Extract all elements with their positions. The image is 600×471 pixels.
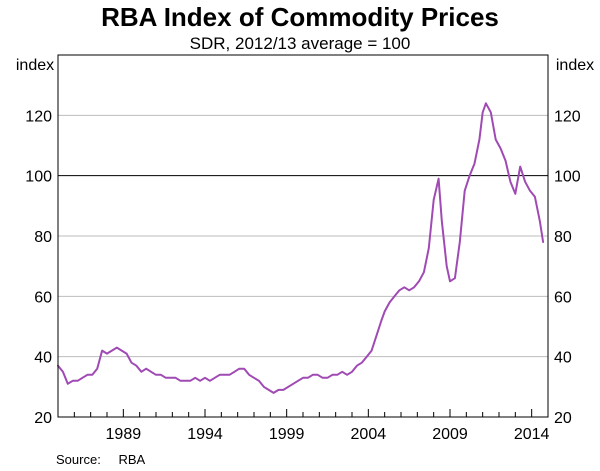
y-tick-label-right: 40: [554, 350, 572, 367]
y-tick-label-left: 80: [34, 229, 52, 246]
y-tick-label-left: 60: [34, 289, 52, 306]
grid-layer: [58, 114, 548, 358]
y-tick-label-left: 20: [34, 410, 52, 427]
tick-layer: 20 20 40 40 60 60 80 80 100 100 120 120 1989 1994 1999…: [25, 108, 581, 443]
series-layer: [57, 102, 545, 394]
y-tick-label-left: 40: [34, 350, 52, 367]
y-tick-label-right: 20: [554, 410, 572, 427]
x-tick-label: 2014: [514, 426, 550, 443]
y-tick-label-left: 100: [25, 169, 52, 186]
y-tick-label-right: 60: [554, 289, 572, 306]
y-tick-label-right: 100: [554, 169, 581, 186]
x-tick-label: 1999: [269, 426, 305, 443]
y-axis-label-right: index: [556, 57, 594, 74]
y-tick-label-right: 80: [554, 229, 572, 246]
chart-subtitle: SDR, 2012/13 average = 100: [189, 34, 411, 53]
source-note: Source: RBA: [56, 452, 145, 467]
x-tick-label: 1989: [106, 426, 142, 443]
source-value: RBA: [118, 452, 146, 467]
x-tick-label: 2009: [432, 426, 468, 443]
y-axis-label-left: index: [16, 57, 54, 74]
x-tick-label: 1994: [187, 426, 223, 443]
source-label: Source:: [56, 452, 101, 467]
y-tick-label-right: 120: [554, 108, 581, 125]
series-line-0: [57, 102, 545, 394]
x-tick-label: 2004: [351, 426, 387, 443]
y-tick-label-left: 120: [25, 108, 52, 125]
chart-title: RBA Index of Commodity Prices: [101, 2, 499, 32]
